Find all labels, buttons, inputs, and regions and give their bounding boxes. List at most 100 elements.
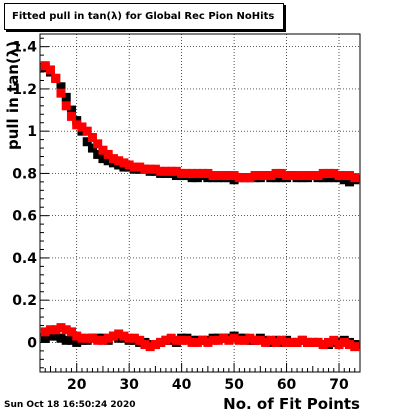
data-point <box>345 340 355 350</box>
data-point <box>192 168 202 178</box>
data-point <box>56 88 66 98</box>
data-point <box>72 331 82 341</box>
data-point <box>213 171 223 181</box>
data-point <box>45 331 55 341</box>
data-point <box>124 333 134 343</box>
data-point <box>98 145 108 155</box>
data-point <box>108 331 118 341</box>
data-point <box>339 337 349 347</box>
data-point <box>324 337 334 347</box>
data-point <box>329 335 339 345</box>
data-point <box>166 333 176 343</box>
data-point <box>219 333 229 343</box>
x-axis-label: No. of Fit Points <box>223 395 360 413</box>
data-point <box>150 164 160 174</box>
data-point <box>287 337 297 347</box>
plot-frame <box>39 33 361 373</box>
data-point <box>345 171 355 181</box>
data-point <box>56 323 66 333</box>
x-tick-label: 50 <box>224 377 244 393</box>
data-point <box>108 154 118 164</box>
data-point <box>250 171 260 181</box>
data-point <box>93 139 103 149</box>
data-point <box>56 82 66 92</box>
data-point <box>187 337 197 347</box>
data-point <box>103 333 113 343</box>
data-point <box>82 333 92 343</box>
x-tick-label: 70 <box>329 377 349 393</box>
data-point <box>114 156 124 166</box>
data-point <box>282 337 292 347</box>
chart-title: Fitted pull in tan(λ) for Global Rec Pio… <box>12 11 275 22</box>
data-point <box>161 335 171 345</box>
x-tick-label: 20 <box>67 377 87 393</box>
data-point <box>61 101 71 111</box>
data-point <box>114 329 124 339</box>
data-point <box>51 331 61 341</box>
data-point <box>208 335 218 345</box>
data-point <box>192 337 202 347</box>
x-tick-label: 30 <box>119 377 139 393</box>
data-point <box>339 171 349 181</box>
data-point <box>119 158 129 168</box>
data-point <box>150 340 160 350</box>
data-point <box>56 333 66 343</box>
data-point <box>303 337 313 347</box>
data-point <box>245 173 255 183</box>
data-point <box>51 73 61 83</box>
title-box: Fitted pull in tan(λ) for Global Rec Pio… <box>4 3 284 30</box>
data-point <box>45 65 55 75</box>
data-point <box>182 168 192 178</box>
data-point <box>224 171 234 181</box>
data-point <box>255 335 265 345</box>
data-point <box>276 168 286 178</box>
data-point <box>208 171 218 181</box>
y-tick-label: 0.8 <box>12 166 37 182</box>
data-point <box>177 168 187 178</box>
y-tick-label: 1.4 <box>12 40 37 56</box>
data-point <box>129 333 139 343</box>
data-point <box>45 325 55 335</box>
x-tick-label: 60 <box>277 377 297 393</box>
data-point <box>271 337 281 347</box>
data-point <box>187 168 197 178</box>
data-point <box>119 331 129 341</box>
data-point <box>135 162 145 172</box>
data-point <box>129 162 139 172</box>
data-point <box>292 337 302 347</box>
data-point <box>292 171 302 181</box>
data-point <box>103 149 113 159</box>
data-point <box>171 335 181 345</box>
y-tick-label: 0.4 <box>12 251 37 267</box>
data-point <box>72 337 82 347</box>
data-point <box>66 327 76 337</box>
data-point <box>282 171 292 181</box>
y-tick-label: 0 <box>27 335 37 351</box>
data-point <box>182 335 192 345</box>
data-point <box>266 335 276 345</box>
data-point <box>145 342 155 352</box>
data-point <box>61 325 71 335</box>
data-point <box>40 327 50 337</box>
data-point <box>250 335 260 345</box>
y-tick-label: 1 <box>27 124 37 140</box>
data-point <box>303 171 313 181</box>
axis-ticks: 20 30 40 50 60 70 0 0.2 0.4 0.6 0.8 1 1.2 1.4 <box>12 37 361 393</box>
data-point <box>98 335 108 345</box>
data-point <box>229 333 239 343</box>
data-point <box>40 61 50 71</box>
data-point <box>261 337 271 347</box>
data-point <box>77 122 87 132</box>
data-point <box>171 166 181 176</box>
data-point <box>255 171 265 181</box>
data-point <box>140 164 150 174</box>
data-point <box>334 340 344 350</box>
data-point <box>318 340 328 350</box>
data-point <box>93 149 103 159</box>
data-point <box>229 171 239 181</box>
data-point <box>61 335 71 345</box>
data-point <box>66 105 76 115</box>
data-point <box>313 337 323 347</box>
data-point <box>240 173 250 183</box>
